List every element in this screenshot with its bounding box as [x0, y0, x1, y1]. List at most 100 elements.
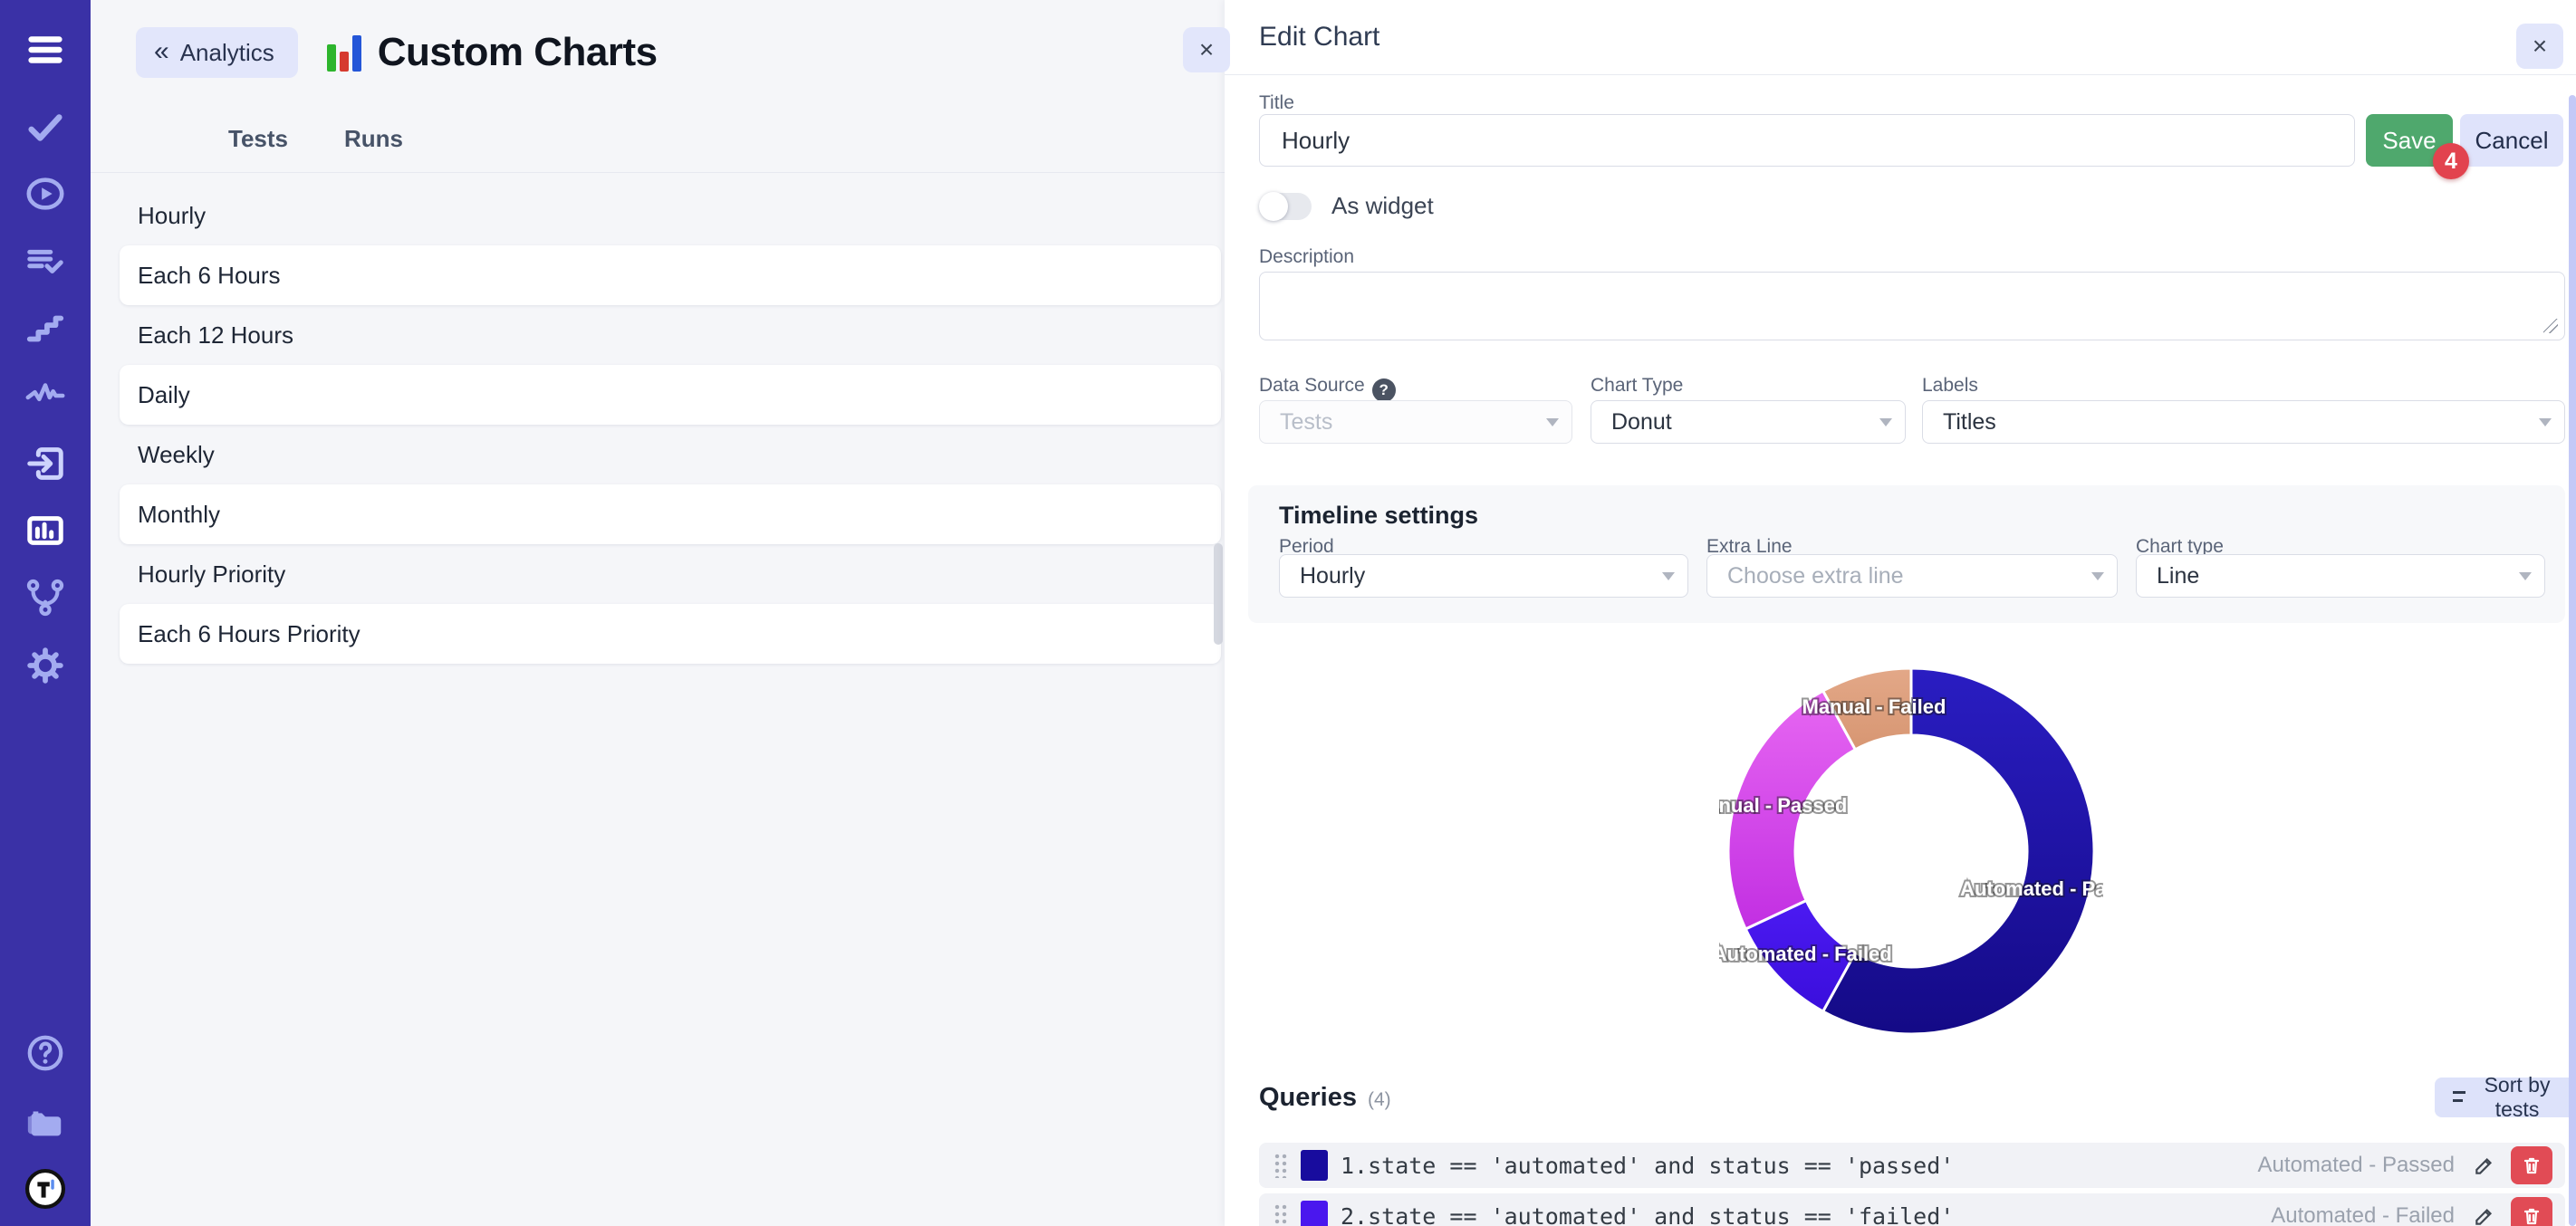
query-text: 2.state == 'automated' and status == 'fa… [1341, 1202, 1955, 1226]
tab-tests[interactable]: Tests [228, 125, 288, 152]
list-item[interactable]: Each 12 Hours [138, 321, 293, 349]
analytics-icon[interactable] [24, 510, 66, 551]
tabs: Tests Runs [228, 125, 403, 153]
fork-icon[interactable] [24, 577, 66, 618]
donut-segment-label: Automated - Passed [1960, 877, 2103, 900]
donut-segment-label: Manual - Failed [1802, 695, 1946, 718]
edit-chart-panel: Edit Chart × Title Save Cancel 4 As widg… [1225, 0, 2576, 1226]
chevron-down-icon [2091, 572, 2104, 580]
as-widget-label: As widget [1331, 192, 1434, 219]
queries-heading: Queries [1259, 1083, 1357, 1112]
sort-by-tests-button[interactable]: Sort by tests [2435, 1073, 2576, 1121]
list-item[interactable]: Hourly [138, 201, 207, 229]
help-badge-icon[interactable]: ? [1371, 378, 1396, 402]
charts-list-scrollbar[interactable] [1214, 543, 1223, 645]
donut-segment [1726, 688, 1858, 932]
queries-count-badge: 4 [2433, 143, 2469, 179]
list-check-icon[interactable] [24, 240, 66, 282]
chart-type-label: Chart Type [1591, 375, 1684, 396]
charts-pane-close-button[interactable]: × [1183, 27, 1230, 72]
as-widget-toggle[interactable] [1259, 191, 1312, 221]
edit-chart-header: Edit Chart × [1225, 0, 2576, 74]
folder-icon[interactable] [24, 1101, 66, 1143]
timeline-chart-type-select[interactable]: Line [2136, 554, 2545, 598]
query-color-swatch [1301, 1150, 1328, 1181]
labels-select[interactable]: Titles [1922, 400, 2565, 444]
description-textarea[interactable] [1259, 272, 2565, 340]
edit-panel-scrollbar[interactable] [2569, 95, 2576, 1226]
donut-chart: Automated - Passed Automated - Failed Manu… [1689, 659, 2154, 1043]
back-to-analytics-button[interactable]: « Analytics [136, 27, 298, 78]
timeline-settings-heading: Timeline settings [1279, 502, 1479, 529]
title-field-label: Title [1259, 92, 1294, 113]
query-row: 2.state == 'automated' and status == 'fa… [1259, 1193, 2565, 1226]
data-source-label: Data Source? [1259, 375, 1396, 402]
list-item[interactable]: Hourly Priority [138, 560, 286, 588]
tabs-divider [91, 172, 1225, 173]
donut-segment-label: Manual - Passed [1719, 794, 1847, 817]
edit-pencil-icon[interactable] [2473, 1204, 2496, 1226]
steps-icon[interactable] [24, 308, 66, 350]
import-icon[interactable] [24, 443, 66, 484]
drag-handle-icon[interactable] [1274, 1153, 1288, 1178]
donut-segment-label: Automated - Failed [1719, 943, 1892, 965]
list-item[interactable]: Each 6 Hours Priority [120, 604, 1221, 664]
extra-line-label: Extra Line [1706, 536, 1793, 557]
toggle-knob-icon [1259, 191, 1288, 221]
query-row: 1.state == 'automated' and status == 'pa… [1259, 1143, 2565, 1188]
edit-chart-close-button[interactable]: × [2516, 24, 2563, 69]
play-circle-icon[interactable] [24, 173, 66, 215]
logo-icon[interactable] [24, 1168, 66, 1210]
query-text: 1.state == 'automated' and status == 'pa… [1341, 1152, 1955, 1179]
timeline-chart-type-label: Chart type [2136, 536, 2224, 557]
extra-line-select[interactable]: Choose extra line [1706, 554, 2118, 598]
title-input[interactable] [1259, 114, 2355, 167]
sort-icon [2453, 1091, 2466, 1104]
drag-handle-icon[interactable] [1274, 1203, 1288, 1226]
chevron-double-left-icon: « [154, 35, 169, 66]
sidebar [0, 0, 91, 1226]
page-title: Custom Charts [377, 30, 658, 74]
description-label: Description [1259, 246, 1355, 267]
hamburger-icon[interactable] [24, 29, 66, 71]
header-divider [1225, 74, 2576, 75]
data-source-select: Tests [1259, 400, 1572, 444]
cancel-button[interactable]: Cancel [2460, 114, 2563, 167]
help-icon[interactable] [24, 1032, 66, 1074]
bar-chart-emoji-icon [326, 34, 365, 72]
query-label: Automated - Failed [2271, 1203, 2455, 1226]
query-rows: 1.state == 'automated' and status == 'pa… [1259, 1143, 2565, 1226]
chevron-down-icon [1546, 418, 1559, 426]
charts-pane-header: « Analytics Custom Charts [136, 27, 658, 78]
edit-pencil-icon[interactable] [2473, 1154, 2496, 1177]
delete-query-button[interactable] [2511, 1197, 2552, 1226]
list-item[interactable]: Each 6 Hours [120, 245, 1221, 305]
check-icon[interactable] [24, 107, 66, 148]
period-label: Period [1279, 536, 1334, 557]
back-button-label: Analytics [179, 38, 274, 66]
queries-count: (4) [1368, 1089, 1391, 1110]
list-item[interactable]: Weekly [138, 440, 215, 468]
as-widget-row: As widget [1259, 191, 1434, 221]
chevron-down-icon [1662, 572, 1675, 580]
list-item[interactable]: Daily [120, 365, 1221, 425]
donut-segment [1821, 666, 1913, 752]
chevron-down-icon [2519, 572, 2532, 580]
tab-runs[interactable]: Runs [344, 125, 403, 152]
donut-segment [1821, 666, 2096, 1036]
pulse-icon[interactable] [24, 375, 66, 417]
timeline-settings-card: Timeline settings Period Hourly Extra Li… [1248, 485, 2565, 623]
delete-query-button[interactable] [2511, 1146, 2552, 1184]
save-button[interactable]: Save [2366, 114, 2453, 167]
charts-pane: « Analytics Custom Charts Tests Runs Hour… [91, 0, 1230, 1226]
query-color-swatch [1301, 1201, 1328, 1226]
labels-label: Labels [1922, 375, 1978, 396]
charts-list: Hourly Each 6 Hours Each 12 Hours Daily Week… [120, 186, 1221, 664]
chart-type-select[interactable]: Donut [1591, 400, 1906, 444]
list-item[interactable]: Monthly [120, 484, 1221, 544]
chevron-down-icon [2539, 418, 2552, 426]
chevron-down-icon [1879, 418, 1892, 426]
gear-icon[interactable] [24, 645, 66, 686]
period-select[interactable]: Hourly [1279, 554, 1688, 598]
